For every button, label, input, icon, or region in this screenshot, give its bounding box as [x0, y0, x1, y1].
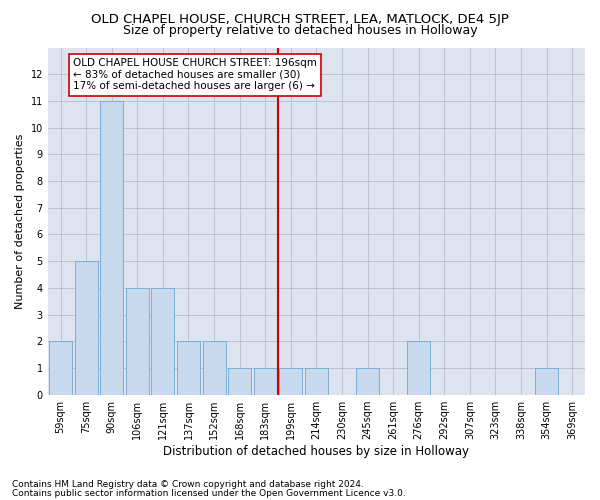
Bar: [535, 368, 558, 394]
Bar: [254, 368, 277, 394]
Text: OLD CHAPEL HOUSE, CHURCH STREET, LEA, MATLOCK, DE4 5JP: OLD CHAPEL HOUSE, CHURCH STREET, LEA, MA…: [91, 12, 509, 26]
Bar: [177, 342, 200, 394]
Bar: [100, 101, 123, 394]
X-axis label: Distribution of detached houses by size in Holloway: Distribution of detached houses by size …: [163, 444, 469, 458]
Text: Size of property relative to detached houses in Holloway: Size of property relative to detached ho…: [122, 24, 478, 37]
Bar: [151, 288, 175, 395]
Bar: [49, 342, 72, 394]
Y-axis label: Number of detached properties: Number of detached properties: [15, 134, 25, 309]
Bar: [305, 368, 328, 394]
Bar: [203, 342, 226, 394]
Text: Contains public sector information licensed under the Open Government Licence v3: Contains public sector information licen…: [12, 488, 406, 498]
Bar: [407, 342, 430, 394]
Text: Contains HM Land Registry data © Crown copyright and database right 2024.: Contains HM Land Registry data © Crown c…: [12, 480, 364, 489]
Bar: [228, 368, 251, 394]
Bar: [280, 368, 302, 394]
Bar: [356, 368, 379, 394]
Bar: [126, 288, 149, 395]
Bar: [74, 261, 98, 394]
Text: OLD CHAPEL HOUSE CHURCH STREET: 196sqm
← 83% of detached houses are smaller (30): OLD CHAPEL HOUSE CHURCH STREET: 196sqm ←…: [73, 58, 317, 92]
